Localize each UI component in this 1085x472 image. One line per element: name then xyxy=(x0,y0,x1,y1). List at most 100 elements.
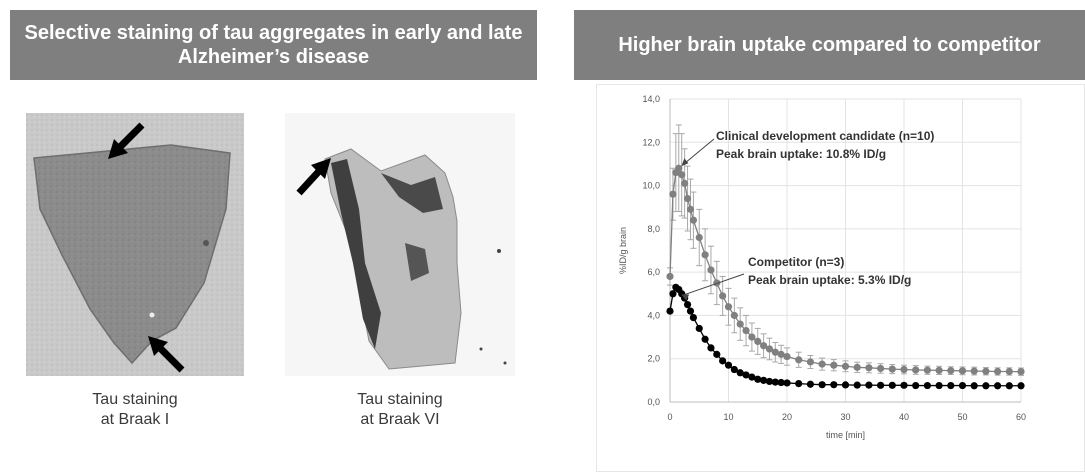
data-point-candidate xyxy=(795,356,803,364)
data-point-competitor xyxy=(912,381,920,390)
y-tick-label: 12,0 xyxy=(642,137,660,147)
data-point-candidate xyxy=(994,367,1002,376)
data-point-candidate xyxy=(742,326,750,335)
data-point-candidate xyxy=(888,365,896,373)
data-point-candidate xyxy=(754,337,762,345)
data-point-competitor xyxy=(713,350,721,358)
data-point-candidate xyxy=(669,190,677,198)
data-point-competitor xyxy=(689,313,697,322)
data-point-competitor xyxy=(754,375,762,383)
data-point-competitor xyxy=(888,381,896,389)
data-point-candidate xyxy=(736,320,744,328)
caption-line: at Braak I xyxy=(100,411,170,428)
data-point-candidate xyxy=(818,360,826,368)
data-point-candidate xyxy=(760,342,768,350)
x-tick-label: 60 xyxy=(1016,412,1026,422)
data-point-candidate xyxy=(689,216,697,224)
data-point-candidate xyxy=(982,367,990,375)
data-point-candidate xyxy=(748,333,756,341)
data-point-competitor xyxy=(748,373,756,381)
data-point-candidate xyxy=(830,361,838,369)
arrow-icon xyxy=(296,158,331,196)
y-tick-label: 0,0 xyxy=(647,397,660,407)
data-point-competitor xyxy=(923,381,931,390)
y-tick-label: 2,0 xyxy=(647,354,660,364)
x-tick-label: 0 xyxy=(667,412,672,422)
data-point-competitor xyxy=(765,377,774,386)
data-point-competitor xyxy=(947,381,955,390)
data-point-candidate xyxy=(806,358,814,366)
data-point-candidate xyxy=(853,363,861,371)
data-point-candidate xyxy=(683,194,692,203)
y-tick-label: 8,0 xyxy=(647,224,660,234)
data-point-candidate xyxy=(724,303,733,311)
data-point-candidate xyxy=(783,352,791,361)
data-point-candidate xyxy=(970,367,978,375)
data-point-candidate xyxy=(707,266,715,274)
x-tick-label: 40 xyxy=(899,412,909,422)
data-point-candidate xyxy=(935,366,943,375)
data-point-competitor xyxy=(935,381,943,390)
data-point-competitor xyxy=(695,324,703,333)
data-point-competitor xyxy=(795,380,803,388)
y-tick-label: 4,0 xyxy=(647,310,660,320)
data-point-competitor xyxy=(669,290,677,298)
data-point-competitor xyxy=(783,379,791,387)
caption-line: Tau staining xyxy=(92,391,178,408)
x-tick-label: 20 xyxy=(782,412,792,422)
y-tick-label: 6,0 xyxy=(647,267,660,277)
data-point-candidate xyxy=(900,365,908,374)
data-point-competitor xyxy=(686,307,695,315)
data-point-competitor xyxy=(841,381,850,389)
data-point-candidate xyxy=(947,367,955,375)
data-point-candidate xyxy=(865,364,873,372)
data-point-candidate xyxy=(695,233,703,242)
data-point-candidate xyxy=(666,272,674,281)
right-panel-title: Higher brain uptake compared to competit… xyxy=(574,10,1085,80)
arrow-icon xyxy=(108,122,145,159)
data-point-candidate xyxy=(686,205,695,213)
data-point-competitor xyxy=(730,365,738,374)
data-point-candidate xyxy=(719,292,727,300)
data-point-competitor xyxy=(994,382,1002,390)
annotation-candidate-line2: Peak brain uptake: 10.8% ID/g xyxy=(716,147,886,161)
data-point-candidate xyxy=(681,179,689,188)
y-axis-label: %ID/g brain xyxy=(618,227,628,274)
data-point-competitor xyxy=(666,307,674,315)
braak-i-micrograph xyxy=(26,113,244,376)
data-point-candidate xyxy=(777,350,785,358)
annotation-competitor-line2: Peak brain uptake: 5.3% ID/g xyxy=(748,273,911,287)
arrow-icon xyxy=(148,336,185,373)
data-point-candidate xyxy=(841,362,850,370)
annotation-competitor-line1: Competitor (n=3) xyxy=(748,255,844,269)
data-point-competitor xyxy=(853,381,861,389)
x-tick-label: 30 xyxy=(840,412,850,422)
data-point-candidate xyxy=(701,251,709,259)
data-point-competitor xyxy=(707,344,715,352)
brain-uptake-chart: 0,0 2,0 4,0 6,0 8,0 10,0 12,0 14,0 0 10 20 30 40 50 60… xyxy=(618,94,1026,440)
data-point-candidate xyxy=(923,366,931,374)
annotation-candidate-line1: Clinical development candidate (n=10) xyxy=(716,129,934,143)
data-point-candidate xyxy=(877,364,885,373)
data-point-competitor xyxy=(742,371,750,379)
data-point-competitor xyxy=(900,381,908,389)
left-panel-title: Selective staining of tau aggregates in … xyxy=(10,10,537,80)
data-point-competitor xyxy=(865,381,873,389)
data-point-candidate xyxy=(958,367,967,375)
data-point-competitor xyxy=(760,376,768,384)
caption-line: at Braak VI xyxy=(360,411,440,428)
data-point-competitor xyxy=(1005,382,1013,390)
data-point-competitor xyxy=(724,361,733,369)
x-axis-label: time [min] xyxy=(826,430,865,440)
data-point-candidate xyxy=(912,366,920,374)
data-point-competitor xyxy=(877,381,885,389)
data-point-competitor xyxy=(830,381,838,389)
annotation-arrow xyxy=(682,273,745,296)
data-point-candidate xyxy=(730,311,738,320)
data-point-candidate xyxy=(765,345,774,353)
data-point-competitor xyxy=(806,380,814,388)
data-point-competitor xyxy=(982,382,990,390)
data-point-competitor xyxy=(970,382,978,390)
annotation-arrow xyxy=(682,138,715,166)
data-point-competitor xyxy=(736,369,744,377)
